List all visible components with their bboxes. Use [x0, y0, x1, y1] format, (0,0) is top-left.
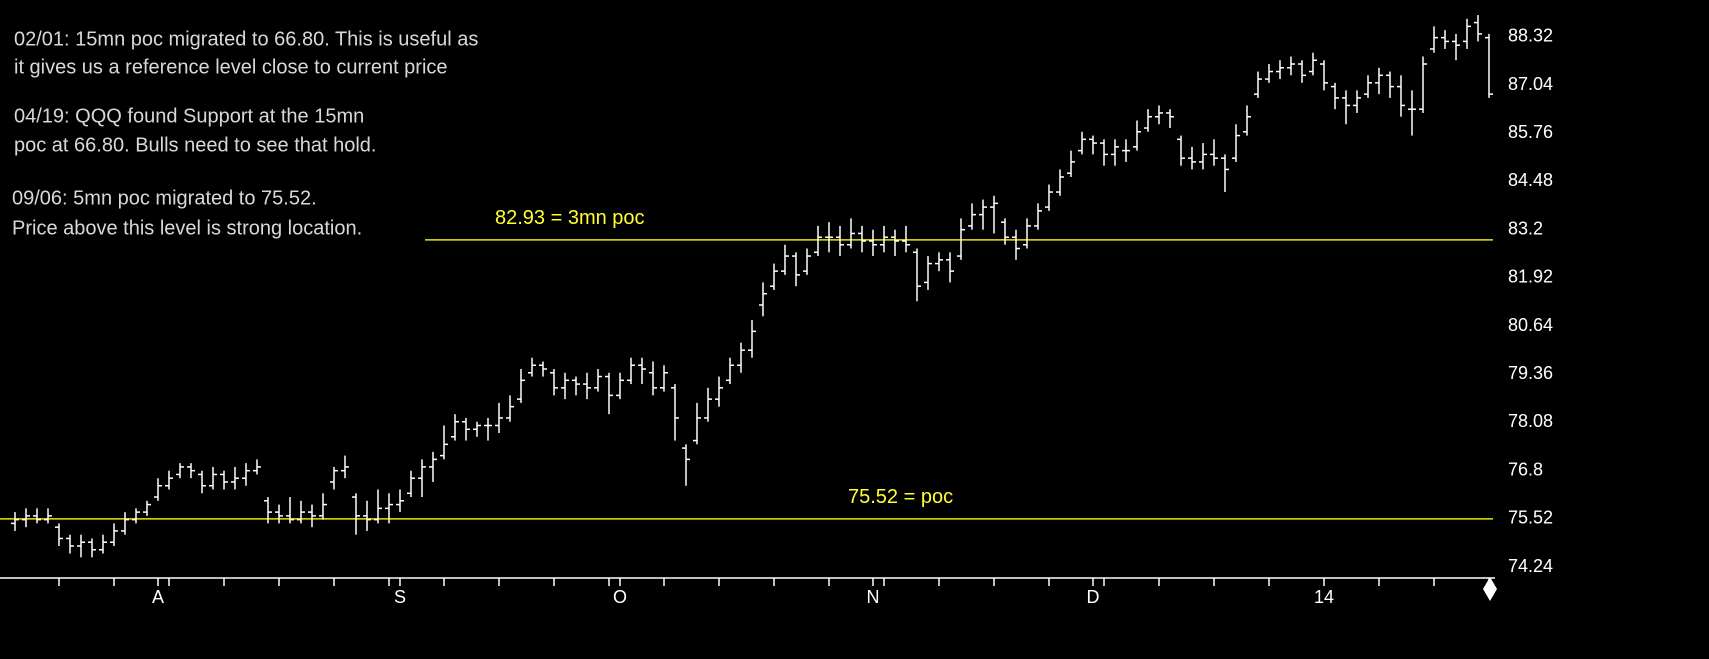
x-tick-label: 14	[1314, 587, 1334, 607]
y-tick-label: 88.32	[1508, 26, 1553, 46]
annotation: 09/06: 5mn poc migrated to 75.52.	[12, 187, 317, 209]
y-tick-label: 74.24	[1508, 556, 1553, 576]
annotation: poc at 66.80. Bulls need to see that hol…	[14, 134, 376, 156]
y-tick-label: 78.08	[1508, 411, 1553, 431]
y-tick-label: 75.52	[1508, 508, 1553, 528]
reference-label: 82.93 = 3mn poc	[495, 207, 645, 229]
x-tick-label: D	[1087, 587, 1100, 607]
annotation: Price above this level is strong locatio…	[12, 217, 362, 239]
y-tick-label: 85.76	[1508, 122, 1553, 142]
x-tick-label: O	[613, 587, 627, 607]
x-tick-label: S	[394, 587, 406, 607]
current-bar-marker	[1483, 577, 1497, 601]
y-tick-label: 87.04	[1508, 74, 1553, 94]
annotation: it gives us a reference level close to c…	[14, 56, 448, 78]
x-tick-label: A	[152, 587, 164, 607]
y-tick-label: 79.36	[1508, 363, 1553, 383]
y-tick-label: 76.8	[1508, 459, 1543, 479]
annotation: 02/01: 15mn poc migrated to 66.80. This …	[14, 28, 478, 50]
y-tick-label: 81.92	[1508, 267, 1553, 287]
y-tick-label: 80.64	[1508, 315, 1553, 335]
y-tick-label: 83.2	[1508, 218, 1543, 238]
x-tick-label: N	[867, 587, 880, 607]
annotation: 04/19: QQQ found Support at the 15mn	[14, 105, 364, 127]
reference-label: 75.52 = poc	[848, 486, 953, 508]
y-tick-label: 84.48	[1508, 170, 1553, 190]
